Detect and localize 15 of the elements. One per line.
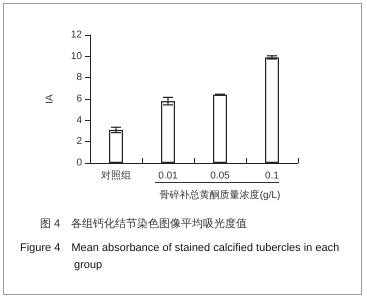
- x-tick-label: 对照组: [101, 170, 131, 182]
- x-tick-label: 0.1: [265, 170, 280, 182]
- y-tick-label: 0: [76, 158, 82, 168]
- y-tick-label: 8: [76, 72, 82, 84]
- x-tick-label: 0.01: [158, 170, 178, 182]
- text: 图 4 各组钙化结节染色图像平均吸光度值: [40, 216, 248, 231]
- text: Figure 4 Mean absorbance of stained calcified tubercles in each group: [20, 241, 340, 273]
- y-tick-label: 10: [70, 50, 82, 62]
- x-axis-title: 骨碎补总黄酮质量浓度(g/L): [158, 188, 282, 202]
- y-tick-label: 2: [76, 136, 82, 148]
- x-tick-label: 0.05: [210, 170, 230, 182]
- y-tick-label: 6: [76, 94, 82, 104]
- y-tick-label: 4: [76, 114, 82, 126]
- y-axis-title: IA: [44, 94, 56, 104]
- y-tick-label: 12: [70, 30, 82, 40]
